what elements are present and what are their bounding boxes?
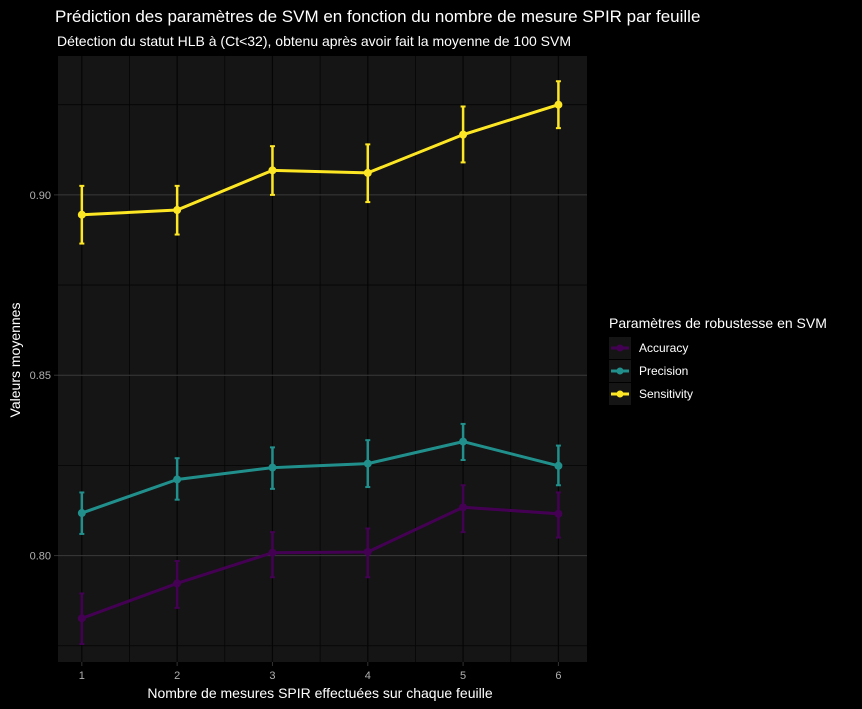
y-tick-label: 0.85	[30, 370, 51, 382]
data-point-sensitivity	[554, 100, 563, 109]
x-tick-label: 3	[269, 670, 275, 682]
data-point-sensitivity	[77, 210, 86, 219]
series-line-precision	[81, 440, 559, 515]
data-point-precision	[77, 509, 86, 518]
data-point-sensitivity	[268, 166, 277, 175]
y-tick-label: 0.90	[30, 190, 51, 202]
series-sensitivity	[77, 80, 563, 245]
data-point-accuracy	[77, 614, 86, 623]
y-axis-label: Valeurs moyennes	[7, 303, 23, 418]
legend-item-accuracy: Accuracy	[609, 337, 688, 359]
axis-ticks: 1 2 3 4 5 6 0.80 0.85 0.90	[30, 190, 562, 682]
data-point-sensitivity	[459, 130, 468, 139]
data-point-sensitivity	[363, 168, 372, 177]
data-point-accuracy	[173, 579, 182, 588]
data-point-accuracy	[459, 503, 468, 512]
x-tick-label: 5	[460, 670, 466, 682]
data-point-precision	[173, 475, 182, 484]
series-layer	[77, 80, 563, 645]
x-tick-label: 1	[79, 670, 85, 682]
data-point-precision	[554, 461, 563, 470]
legend-key-point	[616, 367, 624, 375]
series-line-accuracy	[81, 505, 559, 620]
legend-title: Paramètres de robustesse en SVM	[609, 315, 827, 331]
legend-key-point	[616, 390, 624, 398]
data-point-accuracy	[268, 548, 277, 557]
x-tick-label: 2	[174, 670, 180, 682]
data-point-precision	[268, 463, 277, 472]
legend: Paramètres de robustesse en SVM Accuracy…	[609, 315, 827, 405]
data-point-precision	[459, 437, 468, 446]
legend-label: Sensitivity	[639, 387, 693, 401]
x-axis-label: Nombre de mesures SPIR effectuées sur ch…	[147, 685, 492, 701]
plot-panel	[58, 56, 587, 662]
x-tick-label: 6	[555, 670, 561, 682]
data-point-sensitivity	[173, 206, 182, 215]
chart-title: Prédiction des paramètres de SVM en fonc…	[55, 7, 700, 26]
legend-key-point	[616, 344, 624, 352]
data-point-accuracy	[554, 509, 563, 518]
series-accuracy	[77, 484, 563, 645]
legend-item-sensitivity: Sensitivity	[609, 383, 693, 405]
series-precision	[77, 422, 563, 535]
y-tick-label: 0.80	[30, 551, 51, 563]
legend-label: Accuracy	[639, 341, 688, 355]
data-point-accuracy	[363, 547, 372, 556]
x-tick-label: 4	[365, 670, 371, 682]
legend-item-precision: Precision	[609, 360, 688, 382]
data-point-precision	[363, 459, 372, 468]
chart-subtitle: Détection du statut HLB à (Ct<32), obten…	[57, 33, 571, 49]
series-line-sensitivity	[81, 103, 559, 217]
legend-label: Precision	[639, 364, 688, 378]
